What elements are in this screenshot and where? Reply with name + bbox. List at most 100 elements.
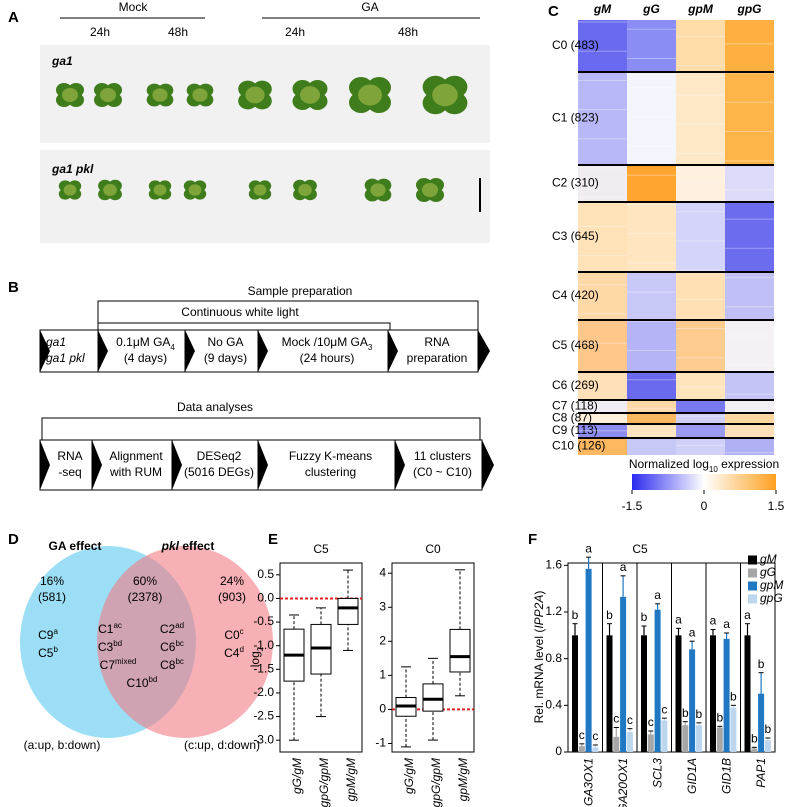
- legend-swatch: [748, 594, 757, 604]
- seedling: [298, 184, 312, 196]
- cluster-tag: C3bd: [98, 639, 122, 655]
- box: [422, 683, 444, 712]
- flow-arrow: [395, 440, 405, 490]
- text-part: pkl: [161, 539, 180, 553]
- heatmap-block: [578, 72, 627, 165]
- region-percent: 60%: [133, 574, 157, 588]
- cluster-tag: C10bd: [127, 675, 158, 691]
- bar: [585, 568, 592, 752]
- seedling: [62, 88, 78, 102]
- significance-letter: c: [661, 702, 667, 716]
- text-part: 2: [256, 646, 265, 651]
- text-part: bd: [149, 675, 158, 684]
- y-tick-label: -1.5: [253, 661, 274, 675]
- heatmap-block: [627, 20, 676, 72]
- flow-text: ga1: [46, 335, 66, 349]
- text-part: bc: [175, 639, 183, 648]
- flow-text: (4 days): [124, 351, 167, 365]
- plot-frame: [279, 562, 363, 753]
- bar: [730, 707, 737, 752]
- heatmap-block: [725, 202, 774, 272]
- x-tick-label: GA3OX1: [581, 758, 595, 806]
- genotype: ga1 pkl: [51, 162, 94, 176]
- cluster-tag: C7mixed: [100, 657, 137, 673]
- heatmap-block: [725, 272, 774, 320]
- flow-box: [97, 329, 186, 373]
- cluster-label: C4 (420): [552, 288, 599, 302]
- heatmap-block: [578, 413, 627, 424]
- bar: [654, 609, 661, 752]
- y-tick-label: -1: [375, 736, 386, 750]
- bar: [572, 635, 578, 752]
- heatmap-block: [578, 272, 627, 320]
- significance-letter: b: [730, 690, 737, 704]
- text-part: IPP2A: [532, 595, 546, 629]
- legend-swatch: [748, 581, 757, 591]
- y-tick-label: 0.4: [545, 698, 562, 712]
- seedling: [188, 184, 202, 196]
- heatmap-block: [676, 413, 725, 424]
- heatmap-block: [578, 438, 627, 455]
- bracket-label: Sample preparation: [248, 284, 353, 298]
- heatmap-block: [725, 372, 774, 400]
- x-tick-label: GID1A: [685, 758, 699, 794]
- flow-text: RNA: [57, 449, 82, 463]
- significance-letter: b: [716, 711, 723, 725]
- heatmap-block: [578, 20, 627, 72]
- bracket-label: Data analyses: [177, 400, 253, 414]
- x-tick-label: gpG/gpM: [317, 758, 331, 807]
- significance-letter: b: [572, 608, 579, 622]
- text-part: 4: [170, 343, 175, 352]
- panel-label: F: [528, 531, 537, 548]
- y-tick-label: 1: [379, 668, 386, 682]
- significance-letter: b: [751, 732, 758, 746]
- seedling: [300, 86, 320, 104]
- significance-letter: a: [744, 608, 751, 622]
- heatmap-block: [627, 400, 676, 413]
- heatmap-block: [725, 438, 774, 455]
- flow-arrow: [388, 330, 398, 372]
- text-part: 0.1μM GA: [116, 335, 170, 349]
- seedling: [152, 88, 168, 102]
- flow-text: clustering: [305, 465, 356, 479]
- bar: [613, 736, 620, 752]
- x-tick-label: gpG/gpM: [429, 758, 443, 807]
- bar: [758, 693, 765, 752]
- bar: [661, 720, 668, 752]
- text-part: C3: [98, 640, 114, 654]
- y-tick-label: 4: [379, 565, 386, 579]
- flow-text: preparation: [407, 351, 468, 365]
- seedling: [253, 184, 267, 196]
- region-percent: 24%: [220, 574, 244, 588]
- bar: [578, 746, 585, 752]
- x-tick-label: gG/gM: [402, 758, 416, 794]
- heatmap-block: [676, 20, 725, 72]
- bracket-label: Continuous white light: [181, 305, 299, 319]
- flow-text: 11 clusters: [414, 449, 471, 463]
- significance-letter: b: [606, 608, 613, 622]
- effect-label: pkl effect: [161, 539, 215, 553]
- condition: GA: [361, 0, 378, 14]
- panel-label: E: [268, 531, 278, 548]
- text-part: Normalized log: [629, 457, 709, 471]
- seedling: [192, 88, 208, 102]
- flow-text: Alignment: [109, 449, 163, 463]
- cluster-tag: C4d: [224, 645, 244, 661]
- direction-legend: (c:up, d:down): [184, 738, 260, 752]
- bar: [689, 649, 696, 752]
- flow-text: Mock /10μM GA3: [282, 335, 373, 351]
- significance-letter: a: [620, 560, 627, 574]
- panel-label: C: [548, 3, 559, 20]
- text-part: C4: [224, 646, 240, 660]
- seedling: [100, 88, 116, 102]
- bracket: [97, 322, 391, 330]
- seedling: [153, 184, 167, 196]
- plot-title: C0: [425, 542, 441, 556]
- text-part: C5: [38, 646, 54, 660]
- bar: [751, 748, 758, 752]
- cluster-label: C6 (269): [552, 378, 599, 392]
- y-tick-label: 0.8: [545, 651, 562, 665]
- heatmap-block: [725, 413, 774, 424]
